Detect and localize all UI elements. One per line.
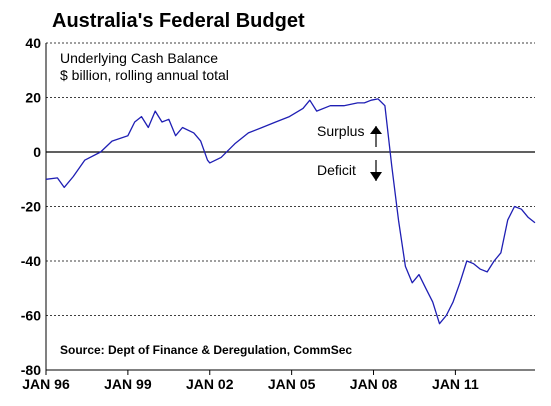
deficit-arrow-icon	[370, 160, 382, 181]
x-tick-label: JAN 96	[22, 376, 70, 392]
chart-title: Australia's Federal Budget	[52, 10, 305, 32]
y-tick-label: -80	[21, 362, 41, 378]
gridlines	[46, 42, 535, 316]
deficit-label: Deficit	[317, 162, 356, 178]
x-tick-label: JAN 08	[350, 376, 398, 392]
subtitle-line-2: $ billion, rolling annual total	[60, 67, 229, 83]
axes	[45, 43, 535, 375]
x-tick-label: JAN 02	[186, 376, 234, 392]
x-tick-label: JAN 11	[432, 376, 479, 392]
y-tick-label: 20	[25, 90, 41, 106]
subtitle-line-1: Underlying Cash Balance	[60, 50, 218, 66]
y-tick-label: 40	[25, 35, 41, 51]
y-tick-label: -40	[21, 253, 41, 269]
source-note: Source: Dept of Finance & Deregulation, …	[60, 343, 352, 357]
x-tick-label: JAN 99	[104, 376, 152, 392]
surplus-label: Surplus	[317, 123, 364, 139]
series-underlying-cash-balance	[45, 98, 536, 325]
y-tick-label: -60	[21, 308, 41, 324]
x-tick-label: JAN 05	[268, 376, 316, 392]
series-line	[45, 98, 536, 325]
y-tick-label: -20	[21, 199, 41, 215]
y-tick-label: 0	[33, 144, 41, 160]
surplus-arrow-icon	[370, 126, 382, 147]
